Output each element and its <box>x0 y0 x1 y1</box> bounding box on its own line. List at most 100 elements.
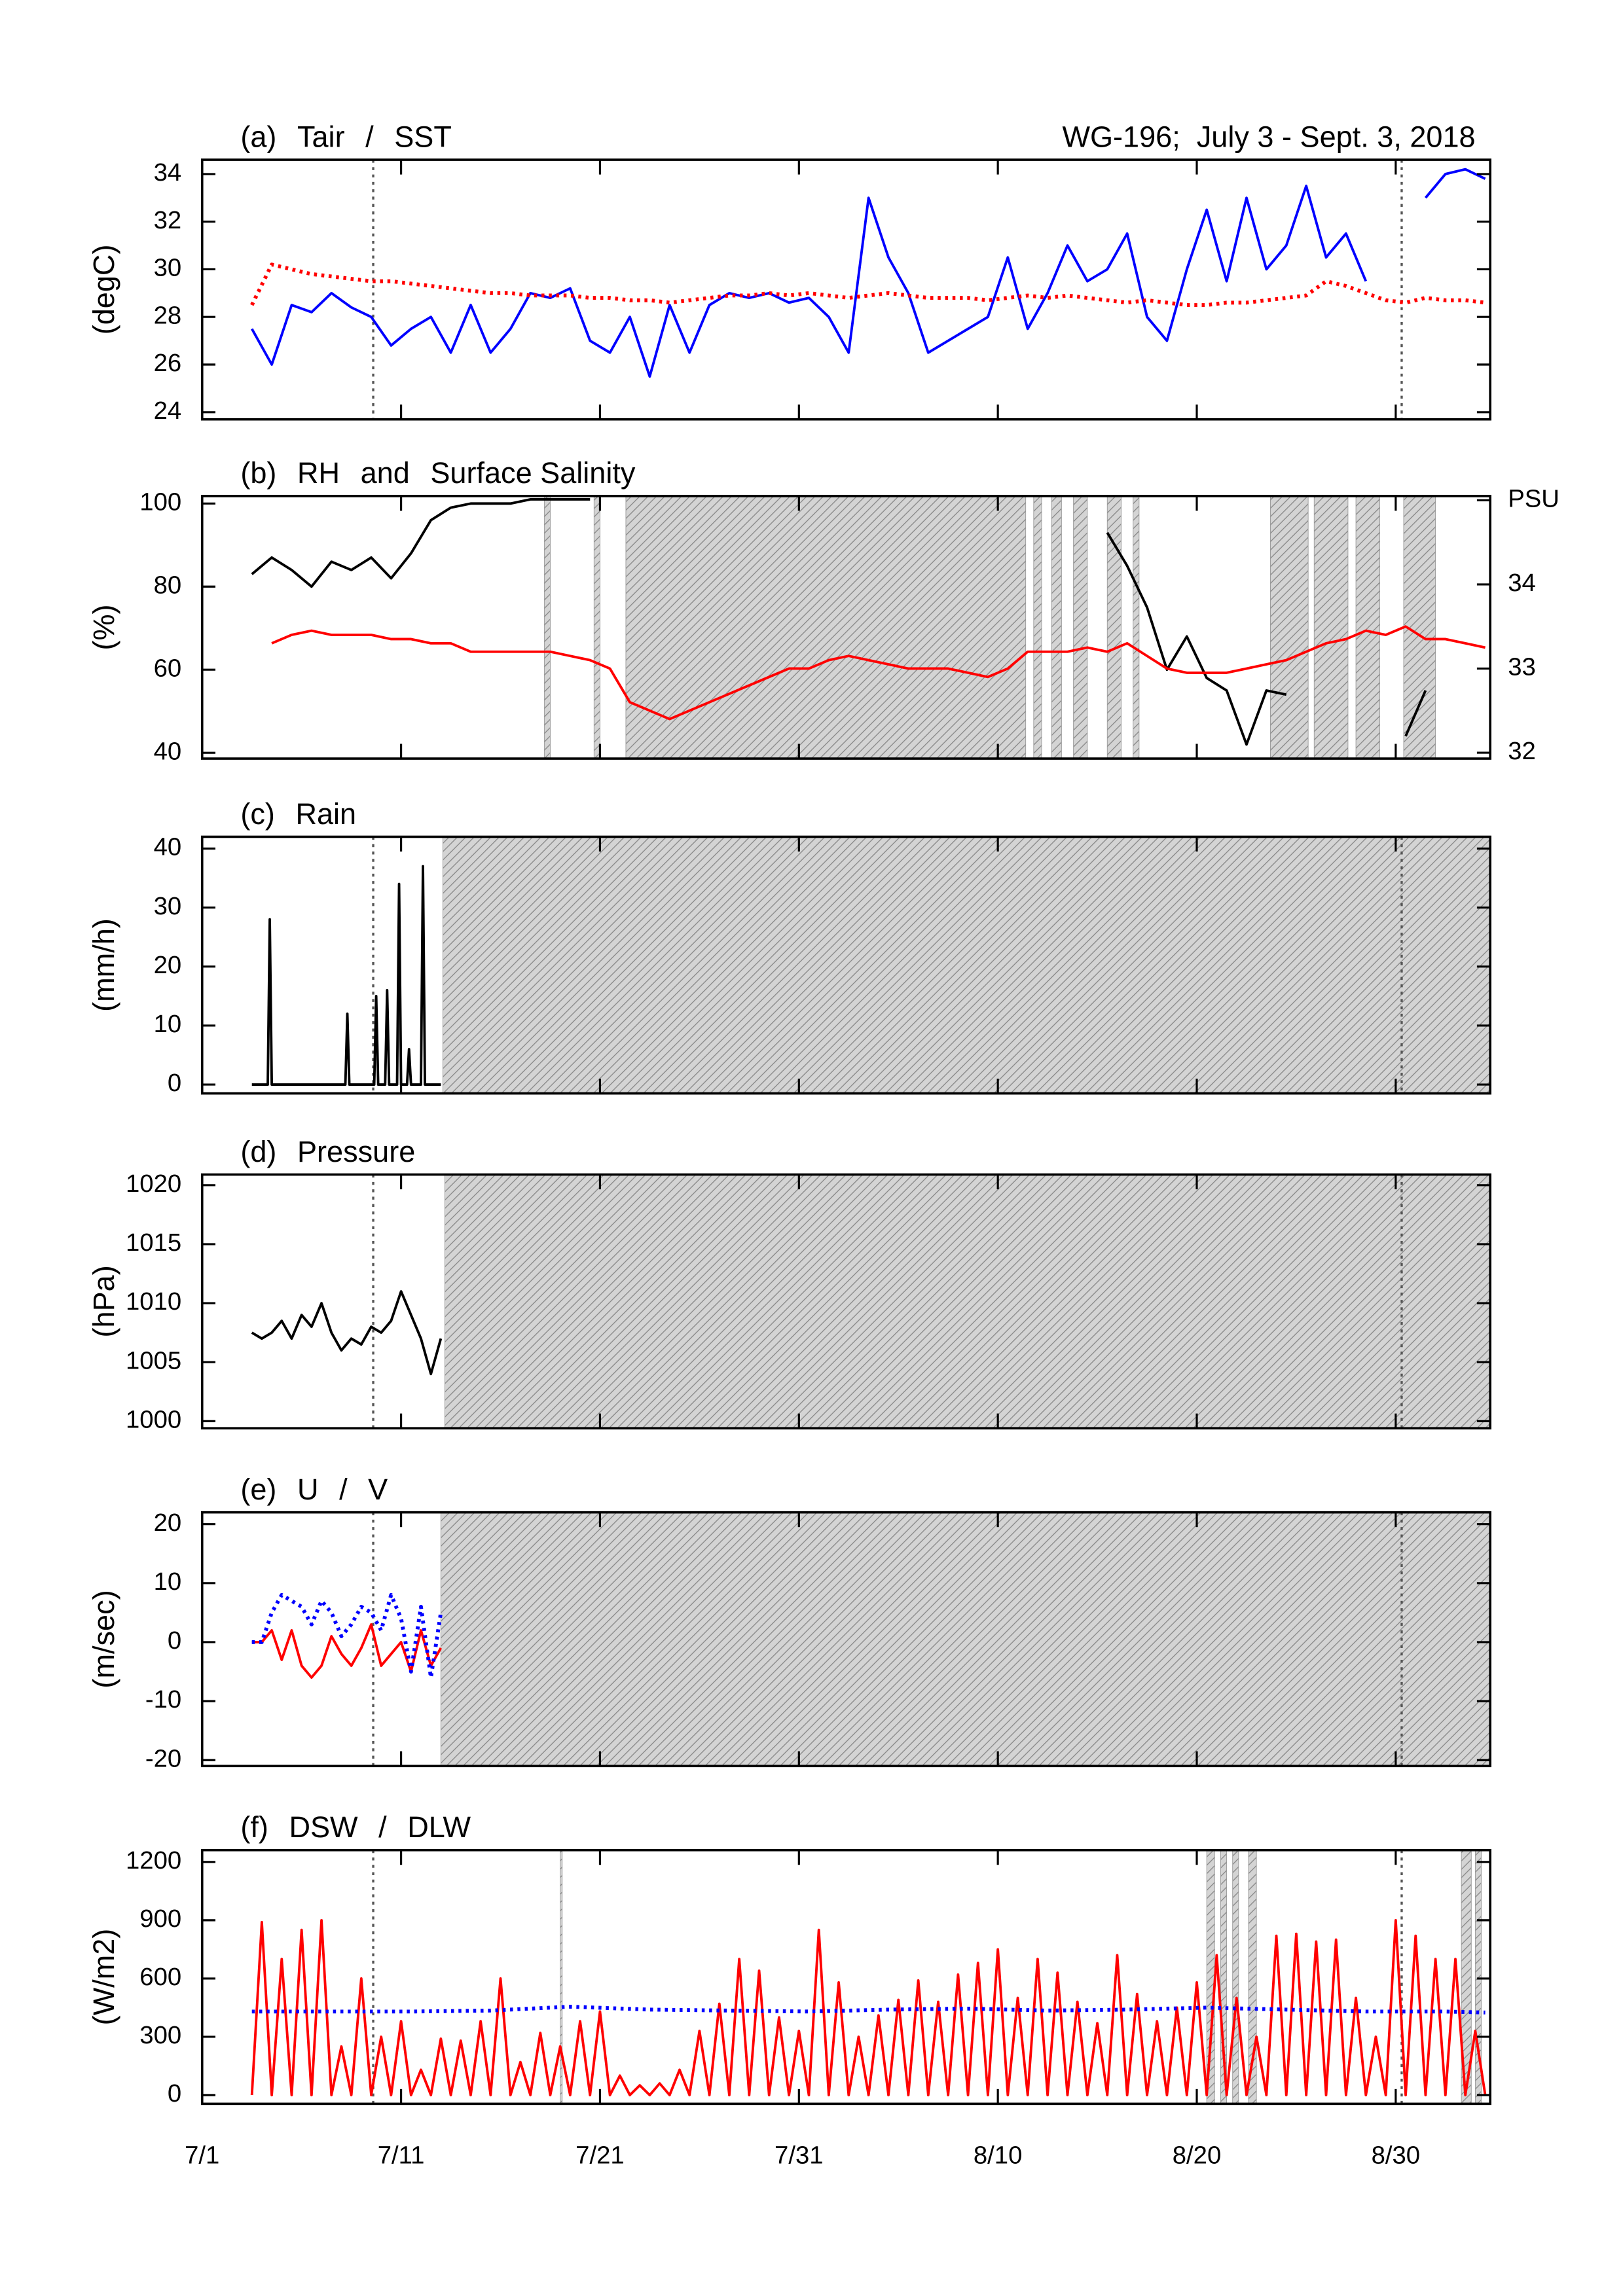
y-tick-label: 100 <box>139 488 181 516</box>
plot-frame <box>200 1511 1491 1768</box>
y2-tick-label: PSU <box>1508 484 1559 512</box>
missing-data-shade <box>1033 495 1042 759</box>
series-line <box>250 262 1486 307</box>
plot-frame <box>200 158 1491 421</box>
legend-entry: / <box>339 1473 348 1506</box>
missing-data-shade <box>444 1174 1491 1429</box>
x-tick-label: 7/1 <box>185 2142 219 2170</box>
series-line <box>251 865 441 1086</box>
y-tick-label: 20 <box>154 951 182 979</box>
y-tick-label: 30 <box>154 254 182 282</box>
y-tick-label: 1010 <box>126 1287 181 1316</box>
y-tick-label: 10 <box>154 1010 182 1038</box>
y-tick-label: 24 <box>154 397 182 425</box>
y-tick-label: 60 <box>154 654 182 682</box>
series-line <box>251 1290 443 1376</box>
y-tick-label: 28 <box>154 301 182 329</box>
missing-data-shade <box>440 1512 1491 1767</box>
y2-tick-label: 32 <box>1508 737 1536 765</box>
series-line <box>251 498 1427 746</box>
panel-label: (d) <box>240 1135 276 1168</box>
missing-data-shade <box>1313 495 1349 759</box>
legend-entry: SST <box>394 120 452 153</box>
missing-data-shade <box>1355 495 1380 759</box>
x-tick-label: 8/10 <box>974 2142 1023 2170</box>
missing-data-shade <box>1051 495 1062 759</box>
series-line <box>251 1592 443 1679</box>
series-line <box>271 625 1486 721</box>
chart-title: WG-196; July 3 - Sept. 3, 2018 <box>1062 120 1475 153</box>
y-tick-label: 34 <box>154 158 182 187</box>
legend-entry: and <box>361 456 410 490</box>
missing-data-shade <box>1461 1850 1472 2104</box>
legend-entry: DLW <box>407 1810 471 1844</box>
missing-data-shade <box>1133 495 1140 759</box>
legend-entry: Pressure <box>297 1135 415 1168</box>
y-axis-label: (degC) <box>87 245 120 335</box>
y-tick-label: 20 <box>154 1509 182 1537</box>
y2-tick-label: 34 <box>1508 569 1536 597</box>
plot-frame <box>200 1848 1491 2106</box>
missing-data-shade <box>1269 495 1309 759</box>
legend-entry: / <box>365 120 374 153</box>
y-tick-label: 30 <box>154 892 182 920</box>
y-tick-label: 600 <box>139 1963 181 1991</box>
y-tick-label: 10 <box>154 1568 182 1596</box>
series-line <box>251 1623 443 1679</box>
legend-entry: DSW <box>289 1810 358 1844</box>
x-tick-label: 8/30 <box>1372 2142 1421 2170</box>
missing-data-shade <box>1106 495 1122 759</box>
panel-label: (f) <box>240 1810 268 1844</box>
series-line <box>251 2005 1486 2015</box>
y-axis-label: (W/m2) <box>87 1929 120 2026</box>
panel-label: (c) <box>240 797 275 831</box>
y-axis-label: (hPa) <box>87 1265 120 1337</box>
legend-entry: Tair <box>297 120 345 153</box>
y-tick-label: 1015 <box>126 1229 181 1257</box>
missing-data-shade <box>543 495 551 759</box>
x-tick-label: 8/20 <box>1173 2142 1222 2170</box>
y-tick-label: -20 <box>145 1744 181 1772</box>
y-tick-label: 32 <box>154 206 182 234</box>
legend-entry: RH <box>297 456 340 490</box>
y-tick-label: 1020 <box>126 1170 181 1198</box>
legend-entry: Surface Salinity <box>430 456 636 490</box>
y-tick-label: 300 <box>139 2021 181 2049</box>
y-tick-label: 1200 <box>126 1846 181 1874</box>
legend-entry: Rain <box>295 797 356 831</box>
panel-label: (b) <box>240 456 276 490</box>
y-tick-label: 0 <box>168 2079 181 2108</box>
missing-data-shade <box>593 495 600 759</box>
x-tick-label: 7/11 <box>378 2142 425 2170</box>
y-tick-label: 1000 <box>126 1405 181 1433</box>
missing-data-shade <box>1073 495 1088 759</box>
plot-frame <box>200 835 1491 1095</box>
legend-entry: U <box>297 1473 319 1506</box>
legend-entry: / <box>378 1810 387 1844</box>
x-tick-label: 7/31 <box>775 2142 824 2170</box>
y2-tick-label: 33 <box>1508 653 1536 681</box>
missing-data-shade <box>560 1850 563 2104</box>
y-axis-label: (m/sec) <box>87 1590 120 1688</box>
y-tick-label: 26 <box>154 349 182 377</box>
x-tick-label: 7/21 <box>575 2142 625 2170</box>
plot-frame <box>200 1173 1491 1429</box>
y-tick-label: 0 <box>168 1069 181 1097</box>
y-tick-label: -10 <box>145 1685 181 1713</box>
y-tick-label: 1005 <box>126 1346 181 1374</box>
missing-data-shade <box>1248 1850 1257 2104</box>
missing-data-shade <box>1232 1850 1239 2104</box>
missing-data-shade <box>625 495 1027 759</box>
y-tick-label: 0 <box>168 1626 181 1655</box>
y-tick-label: 900 <box>139 1905 181 1933</box>
series-line <box>250 1918 1487 2096</box>
y-tick-label: 40 <box>154 737 182 765</box>
series-line <box>251 168 1486 378</box>
missing-data-shade <box>1220 1850 1228 2104</box>
y-axis-label: (mm/h) <box>87 918 120 1012</box>
missing-data-shade <box>1474 1850 1482 2104</box>
panel-label: (e) <box>240 1473 276 1506</box>
y-axis-label: (%) <box>87 604 120 650</box>
legend-entry: V <box>368 1473 388 1506</box>
